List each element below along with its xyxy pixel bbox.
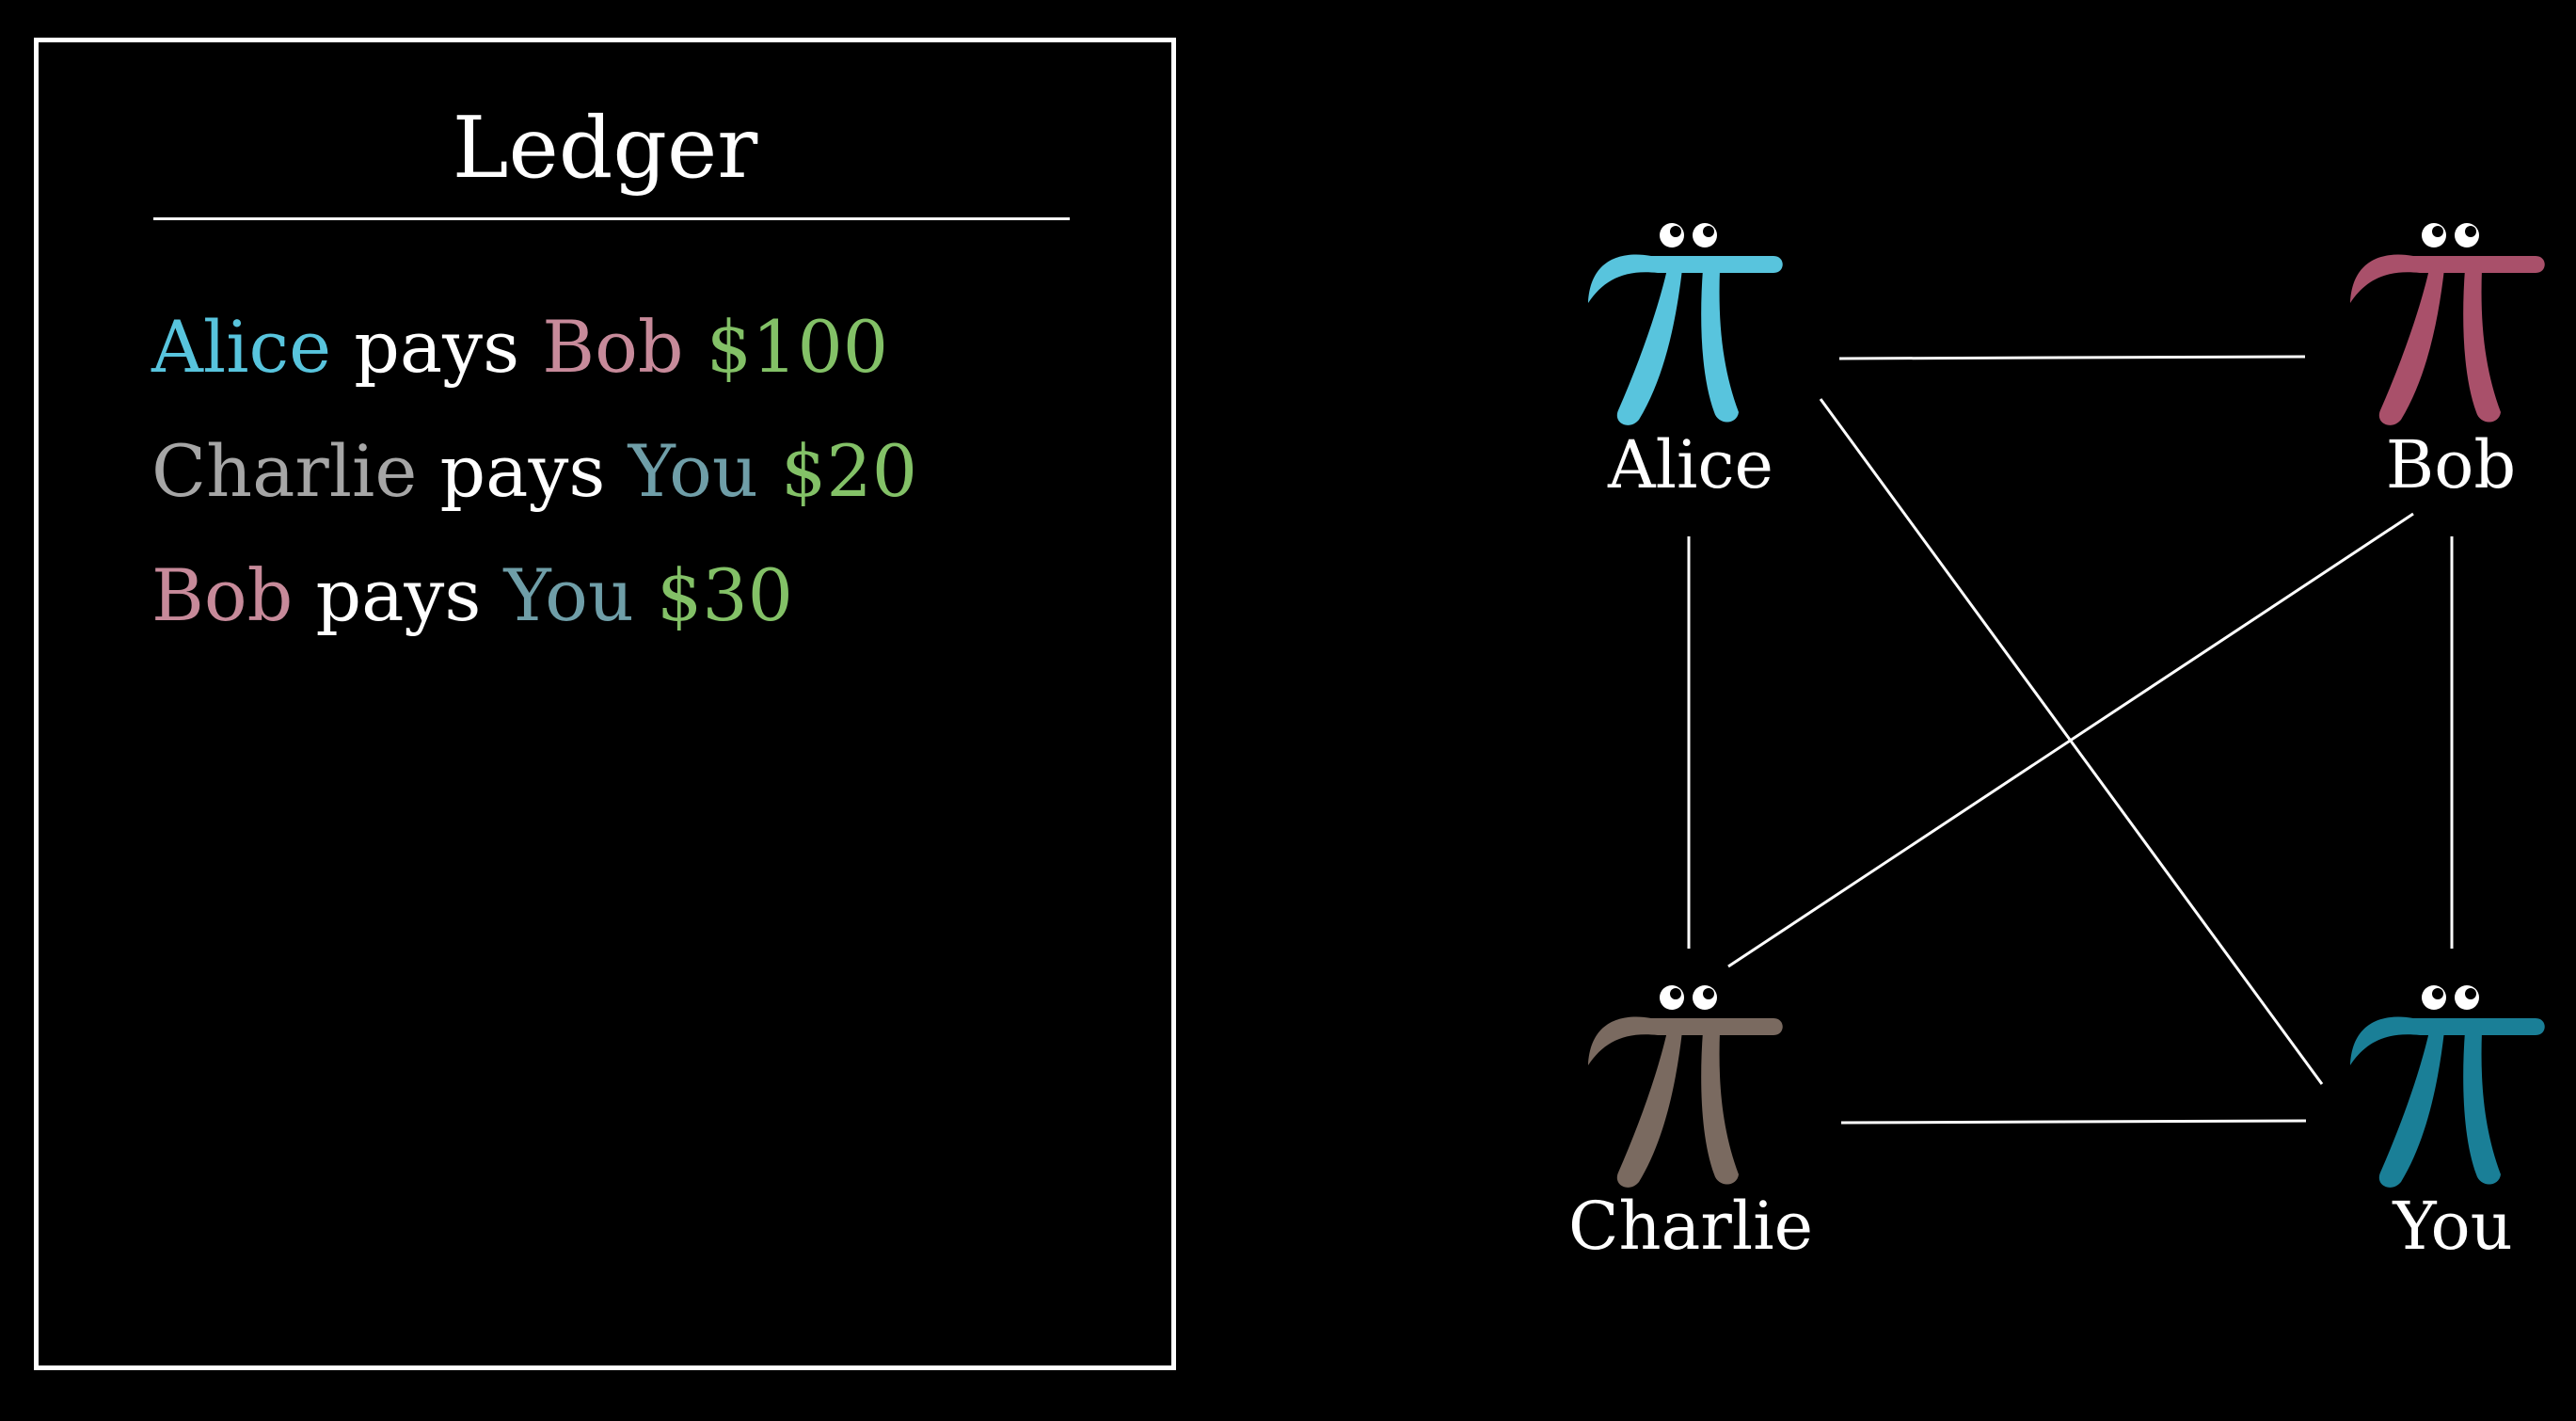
node-label-you: You bbox=[2392, 1188, 2512, 1265]
connection-lines bbox=[1687, 355, 2454, 1125]
node-bob: Bob bbox=[2350, 221, 2545, 503]
ledger-divider bbox=[153, 217, 1070, 220]
edge-charlie-you bbox=[1840, 1119, 2307, 1125]
ledger-entry: Alice pays Bob $100 bbox=[151, 311, 888, 383]
entry-amount: $100 bbox=[706, 305, 889, 389]
edge-bob-charlie bbox=[1727, 512, 2414, 968]
node-label-alice: Alice bbox=[1607, 426, 1773, 503]
entry-amount: $30 bbox=[656, 553, 794, 637]
entry-payer: Alice bbox=[151, 305, 332, 389]
ledger-title: Ledger bbox=[452, 99, 758, 198]
entry-payee: You bbox=[628, 429, 758, 513]
node-label-charlie: Charlie bbox=[1568, 1188, 1813, 1265]
node-you: You bbox=[2350, 983, 2545, 1265]
node-alice: Alice bbox=[1588, 221, 1783, 503]
ledger-panel: Ledger Alice pays Bob $100 Charlie pays … bbox=[34, 38, 1176, 1370]
ledger-entry: Charlie pays You $20 bbox=[151, 436, 917, 507]
entry-payer: Charlie bbox=[151, 429, 418, 513]
entry-payer: Bob bbox=[151, 553, 294, 637]
node-label-bob: Bob bbox=[2386, 426, 2516, 503]
node-charlie: Charlie bbox=[1568, 983, 1813, 1265]
entry-payee: Bob bbox=[542, 305, 684, 389]
edge-alice-you bbox=[1819, 398, 2324, 1085]
pi-creature-icon bbox=[2350, 221, 2545, 425]
entry-verb: pays bbox=[354, 305, 520, 389]
entry-payee: You bbox=[503, 553, 634, 637]
ledger-entry: Bob pays You $30 bbox=[151, 560, 793, 631]
pi-creature-icon bbox=[1588, 221, 1783, 425]
entry-verb: pays bbox=[439, 429, 606, 513]
entry-amount: $20 bbox=[781, 429, 918, 513]
entry-verb: pays bbox=[315, 553, 482, 637]
pi-creature-icon bbox=[1588, 983, 1783, 1188]
pi-creature-icon bbox=[2350, 983, 2545, 1188]
edge-alice-bob bbox=[1838, 355, 2306, 360]
